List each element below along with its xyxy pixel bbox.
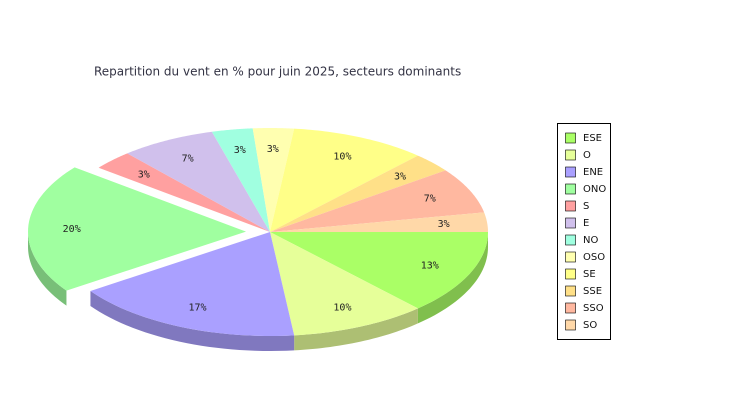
slice xyxy=(252,128,295,232)
data-label: 7% xyxy=(424,194,436,205)
legend-label: NO xyxy=(583,235,598,246)
slice-side xyxy=(90,290,295,351)
legend-swatch xyxy=(565,166,576,178)
legend-swatch xyxy=(565,285,576,297)
legend-label: SE xyxy=(583,269,596,280)
data-label: 17% xyxy=(189,303,207,314)
data-label: 7% xyxy=(182,154,194,165)
legend-label: SSE xyxy=(583,286,602,297)
legend-label: ENE xyxy=(583,167,603,178)
data-label: 3% xyxy=(267,144,279,155)
data-label: 20% xyxy=(63,224,81,235)
legend-swatch xyxy=(565,251,576,263)
slice xyxy=(28,167,247,291)
slice xyxy=(211,128,270,232)
legend-swatch xyxy=(565,268,576,280)
slice xyxy=(270,155,446,232)
legend-label: OSO xyxy=(583,252,605,263)
legend-swatch xyxy=(565,217,576,229)
legend-swatch xyxy=(565,319,576,331)
slice-side xyxy=(294,308,418,351)
slice-side xyxy=(417,232,488,324)
data-label: 3% xyxy=(138,170,150,181)
data-label: 3% xyxy=(394,172,406,183)
data-label: 10% xyxy=(333,303,351,314)
slice xyxy=(90,232,295,336)
legend-label: S xyxy=(583,201,589,212)
slice xyxy=(270,170,485,232)
data-label: 13% xyxy=(421,260,439,271)
legend-swatch xyxy=(565,302,576,314)
chart-title: Repartition du vent en % pour juin 2025,… xyxy=(94,65,461,79)
slice xyxy=(270,232,488,309)
legend-swatch xyxy=(565,200,576,212)
legend-swatch xyxy=(565,234,576,246)
slice xyxy=(127,131,270,232)
legend-label: SSO xyxy=(583,303,604,314)
slice-side xyxy=(28,231,67,306)
slice xyxy=(270,212,488,232)
legend-swatch xyxy=(565,149,576,161)
data-label: 3% xyxy=(438,219,450,230)
legend-label: E xyxy=(583,218,589,229)
legend-label: SO xyxy=(583,320,597,331)
slice xyxy=(270,128,418,232)
legend-swatch xyxy=(565,132,576,144)
data-label: 10% xyxy=(333,151,351,162)
legend-swatch xyxy=(565,183,576,195)
legend-label: ONO xyxy=(583,184,606,195)
legend-label: O xyxy=(583,150,591,161)
data-label: 3% xyxy=(234,145,246,156)
slice xyxy=(98,153,270,232)
legend-label: ESE xyxy=(583,133,602,144)
slice xyxy=(270,232,418,336)
